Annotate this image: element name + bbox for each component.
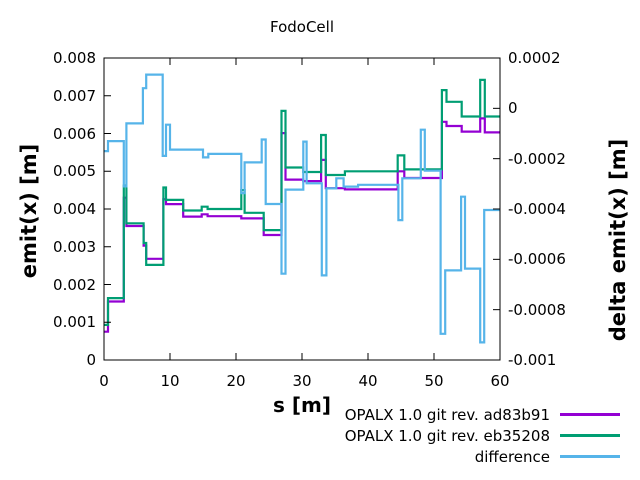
x-tick-label: 0 bbox=[99, 372, 109, 390]
x-axis-label: s [m] bbox=[273, 393, 331, 417]
y-right-tick-label: -0.001 bbox=[508, 351, 557, 369]
legend-item-eb35208: OPALX 1.0 git rev. eb35208 bbox=[345, 425, 640, 446]
legend: OPALX 1.0 git rev. ad83b91 OPALX 1.0 git… bbox=[345, 404, 640, 467]
x-tick-label: 10 bbox=[160, 372, 180, 390]
legend-item-difference: difference bbox=[345, 446, 640, 467]
y-right-tick-label: 0.0002 bbox=[508, 49, 561, 67]
y-left-tick-label: 0.006 bbox=[53, 124, 96, 143]
series-line-eb35208 bbox=[104, 78, 500, 326]
y-axis-label-right: delta emit(x) [m] bbox=[606, 138, 630, 342]
legend-item-ad83b91: OPALX 1.0 git rev. ad83b91 bbox=[345, 404, 640, 425]
legend-line-sample-purple bbox=[560, 413, 620, 416]
y-right-tick-label: 0 bbox=[508, 99, 518, 118]
y-left-tick-label: 0.005 bbox=[53, 162, 96, 181]
legend-label: OPALX 1.0 git rev. eb35208 bbox=[344, 426, 550, 445]
y-left-tick-label: 0.003 bbox=[53, 237, 96, 256]
chart-title: FodoCell bbox=[269, 18, 334, 36]
y-right-tick-label: -0.0008 bbox=[508, 300, 566, 319]
legend-label: difference bbox=[474, 447, 550, 466]
y-right-tick-label: -0.0004 bbox=[508, 200, 566, 218]
y-left-tick-label: 0.007 bbox=[53, 86, 96, 105]
y-left-tick-label: 0.001 bbox=[53, 313, 96, 332]
x-tick-label: 60 bbox=[490, 372, 510, 390]
y-left-tick-label: 0.002 bbox=[53, 275, 96, 294]
y-left-tick-label: 0 bbox=[86, 351, 96, 369]
x-tick-label: 30 bbox=[292, 372, 312, 390]
x-tick-label: 40 bbox=[358, 372, 378, 390]
y-left-tick-label: 0.004 bbox=[53, 200, 96, 218]
y-right-tick-label: -0.0006 bbox=[508, 250, 566, 269]
series-line-difference bbox=[104, 73, 500, 344]
legend-line-sample-green bbox=[560, 434, 620, 437]
y-right-tick-label: -0.0002 bbox=[508, 149, 566, 168]
legend-label: OPALX 1.0 git rev. ad83b91 bbox=[344, 405, 550, 424]
legend-line-sample-blue bbox=[560, 455, 620, 458]
y-left-tick-label: 0.008 bbox=[53, 49, 96, 67]
x-tick-label: 20 bbox=[226, 372, 246, 390]
x-tick-label: 50 bbox=[424, 372, 444, 390]
